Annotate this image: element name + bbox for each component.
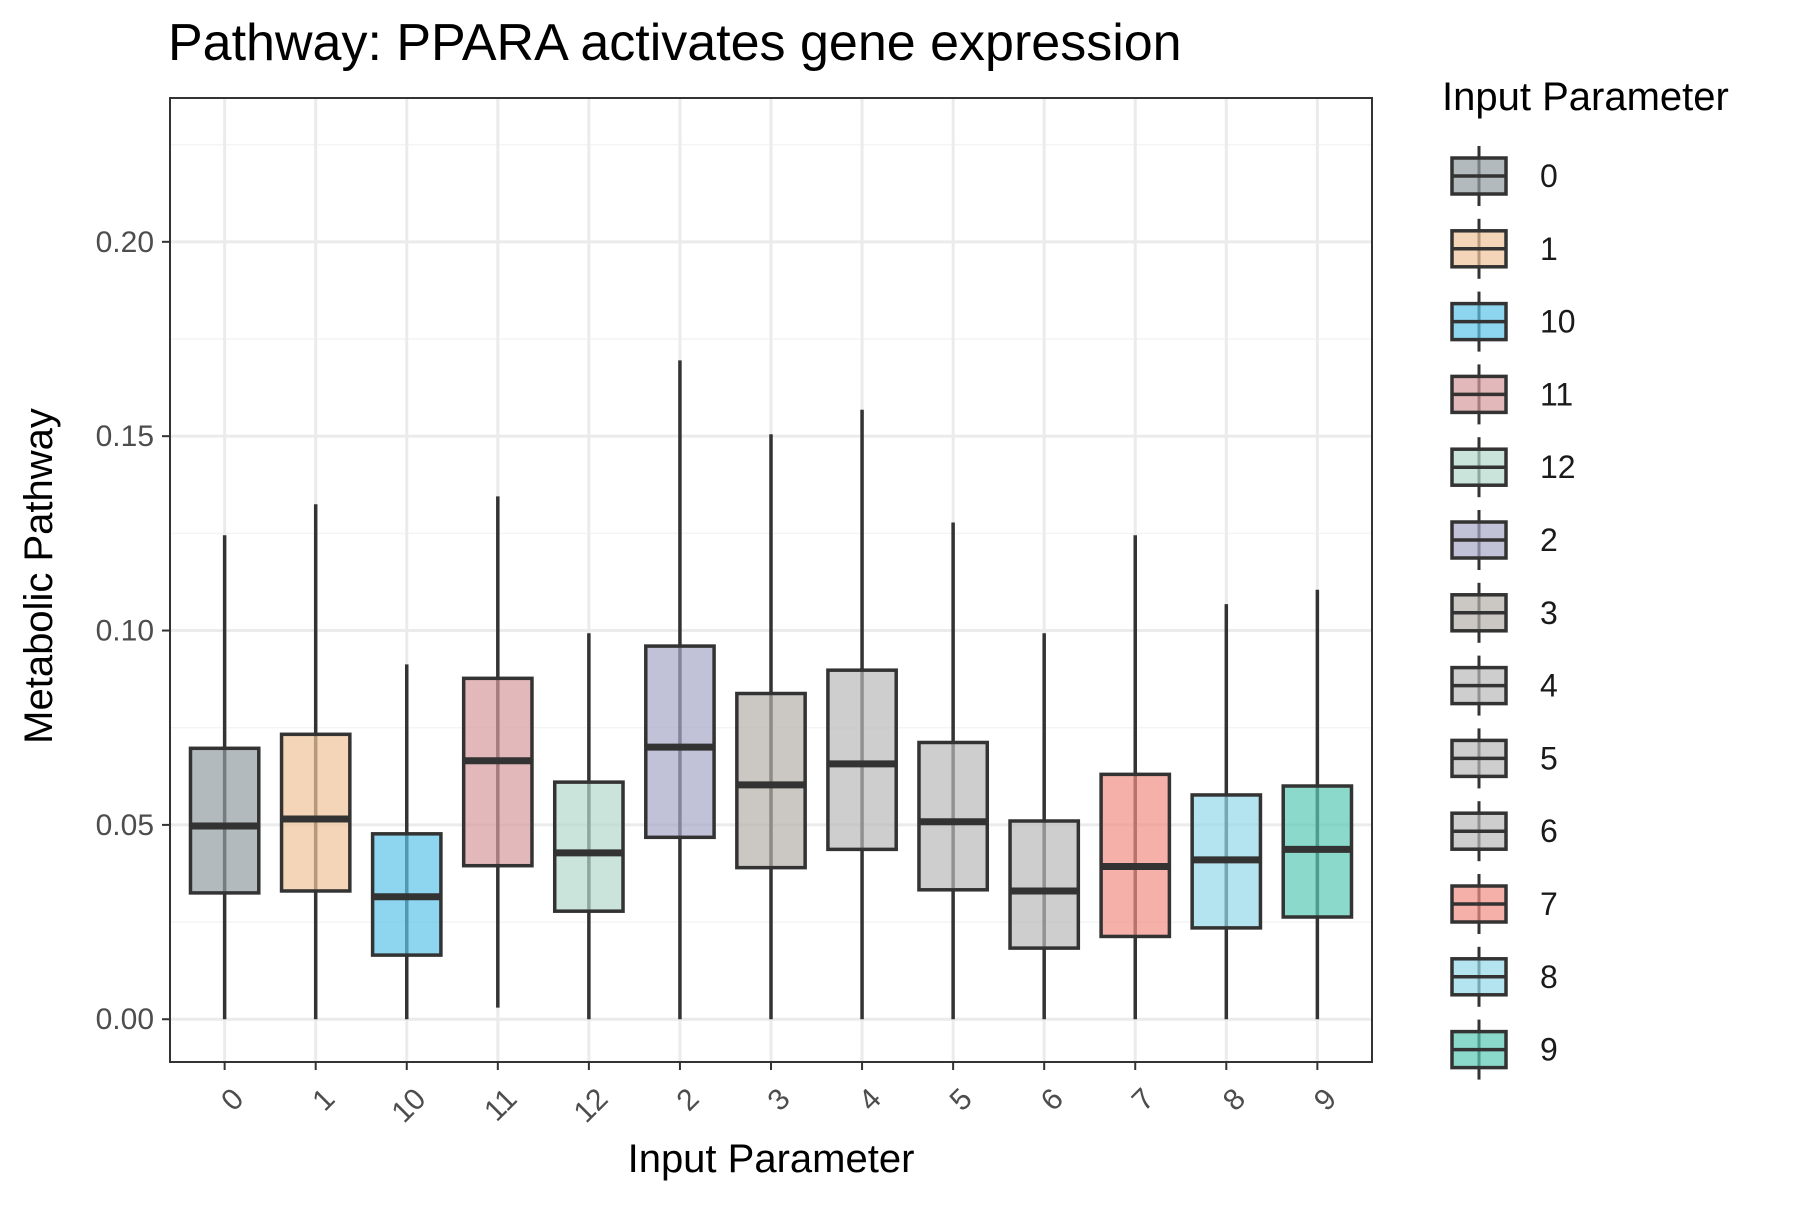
legend-item-2: 2 — [1450, 510, 1558, 570]
box-12 — [552, 633, 625, 1020]
box-body — [279, 732, 352, 893]
legend-label: 3 — [1540, 595, 1558, 631]
legend-item-4: 4 — [1450, 655, 1558, 716]
box-10 — [370, 664, 443, 1020]
legend-item-3: 3 — [1450, 582, 1558, 643]
box-body — [461, 676, 534, 868]
legend-label: 8 — [1540, 959, 1558, 995]
box-3 — [735, 434, 807, 1020]
box-body — [552, 780, 625, 913]
x-tick-label: 11 — [478, 1082, 523, 1127]
box-9 — [1281, 589, 1354, 1020]
x-tick-label: 5 — [944, 1082, 979, 1117]
legend: 0 1 10 11 12 2 3 4 5 6 7 8 9 — [1450, 146, 1576, 1080]
box-body — [917, 740, 990, 892]
box-11 — [461, 496, 534, 1008]
box-body — [188, 746, 261, 895]
x-tick-label: 9 — [1308, 1082, 1343, 1117]
legend-item-8: 8 — [1450, 946, 1558, 1007]
x-tick-label: 2 — [670, 1082, 705, 1117]
legend-label: 9 — [1540, 1032, 1558, 1068]
legend-label: 12 — [1540, 449, 1576, 485]
legend-item-9: 9 — [1450, 1019, 1558, 1080]
box-0 — [188, 535, 261, 1020]
x-tick-label: 0 — [215, 1082, 250, 1117]
legend-label: 7 — [1540, 886, 1558, 922]
y-tick-label: 0.00 — [96, 1003, 154, 1036]
box-body — [826, 668, 898, 852]
legend-label: 1 — [1540, 231, 1558, 267]
plot-panel — [169, 97, 1373, 1063]
chart-title: Pathway: PPARA activates gene expression — [168, 14, 1182, 72]
x-tick-label: 6 — [1035, 1082, 1070, 1117]
x-tick-label: 1 — [306, 1082, 341, 1117]
legend-item-6: 6 — [1450, 801, 1558, 862]
legend-label: 10 — [1540, 304, 1576, 340]
legend-item-1: 1 — [1450, 218, 1558, 279]
x-tick-label: 12 — [568, 1082, 615, 1129]
box-5 — [917, 522, 990, 1020]
legend-label: 0 — [1540, 158, 1558, 194]
legend-item-7: 7 — [1450, 874, 1558, 934]
x-axis-title: Input Parameter — [628, 1137, 915, 1181]
y-tick-label: 0.20 — [96, 226, 154, 259]
box-2 — [644, 360, 716, 1020]
y-tick-label: 0.05 — [96, 809, 154, 842]
y-tick-label: 0.10 — [96, 615, 154, 648]
legend-title: Input Parameter — [1442, 75, 1729, 119]
legend-item-10: 10 — [1450, 291, 1576, 352]
legend-label: 6 — [1540, 813, 1558, 849]
x-tick-label: 7 — [1126, 1082, 1161, 1117]
legend-label: 4 — [1540, 668, 1558, 704]
y-tick-label: 0.15 — [96, 420, 154, 453]
box-6 — [1008, 633, 1081, 1020]
y-axis-title: Metabolic Pathway — [17, 408, 61, 744]
box-4 — [826, 409, 898, 1020]
x-tick-label: 10 — [385, 1082, 432, 1129]
box-body — [644, 644, 716, 840]
box-8 — [1190, 604, 1263, 1020]
legend-label: 11 — [1540, 376, 1573, 412]
box-body — [735, 691, 807, 870]
box-1 — [279, 504, 352, 1020]
legend-item-11: 11 — [1450, 364, 1573, 425]
x-tick-label: 4 — [853, 1082, 888, 1117]
x-tick-label: 8 — [1217, 1082, 1252, 1117]
box-7 — [1099, 535, 1172, 1020]
box-body — [1008, 819, 1081, 950]
legend-label: 2 — [1540, 522, 1558, 558]
box-body — [1099, 772, 1172, 939]
x-tick-label: 3 — [762, 1082, 797, 1117]
legend-item-5: 5 — [1450, 728, 1558, 789]
legend-item-0: 0 — [1450, 146, 1558, 206]
legend-item-12: 12 — [1450, 437, 1576, 498]
legend-label: 5 — [1540, 740, 1558, 776]
